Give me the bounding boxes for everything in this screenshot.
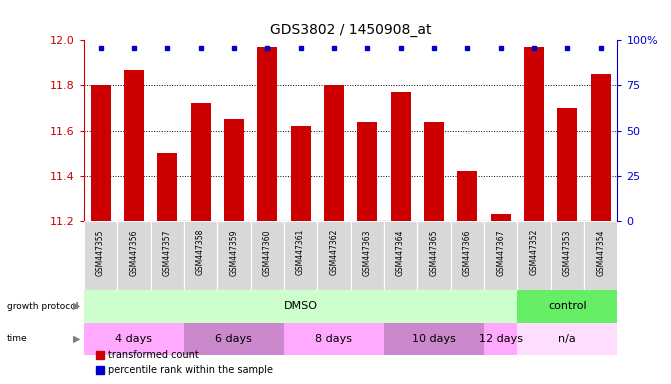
Text: growth protocol: growth protocol xyxy=(7,302,78,311)
Text: 10 days: 10 days xyxy=(412,334,456,344)
Bar xyxy=(517,323,617,355)
Text: GSM447357: GSM447357 xyxy=(163,229,172,276)
Bar xyxy=(291,126,311,221)
Bar xyxy=(517,290,617,323)
Text: DMSO: DMSO xyxy=(284,301,317,311)
Bar xyxy=(357,121,377,221)
Text: GSM447362: GSM447362 xyxy=(329,229,338,275)
Bar xyxy=(424,121,444,221)
Bar xyxy=(324,86,344,221)
Text: GSM447358: GSM447358 xyxy=(196,229,205,275)
Bar xyxy=(191,104,211,221)
Text: ▶: ▶ xyxy=(73,334,81,344)
Bar xyxy=(317,221,351,290)
Bar xyxy=(451,221,484,290)
Bar xyxy=(384,323,484,355)
Text: GSM447364: GSM447364 xyxy=(396,229,405,276)
Legend: transformed count, percentile rank within the sample: transformed count, percentile rank withi… xyxy=(92,346,276,379)
Text: GSM447355: GSM447355 xyxy=(96,229,105,276)
Bar xyxy=(124,70,144,221)
Bar xyxy=(484,221,517,290)
Bar xyxy=(458,171,477,221)
Bar xyxy=(224,119,244,221)
Bar xyxy=(84,221,117,290)
Text: GSM447365: GSM447365 xyxy=(429,229,438,276)
Bar xyxy=(484,323,517,355)
Bar xyxy=(558,108,577,221)
Text: control: control xyxy=(548,301,586,311)
Title: GDS3802 / 1450908_at: GDS3802 / 1450908_at xyxy=(270,23,431,36)
Text: GSM447366: GSM447366 xyxy=(463,229,472,276)
Text: GSM447359: GSM447359 xyxy=(229,229,238,276)
Text: GSM447354: GSM447354 xyxy=(596,229,605,276)
Bar xyxy=(184,221,217,290)
Bar xyxy=(417,221,451,290)
Bar xyxy=(84,290,517,323)
Bar xyxy=(351,221,384,290)
Bar xyxy=(117,221,150,290)
Text: GSM447356: GSM447356 xyxy=(130,229,138,276)
Bar xyxy=(184,323,284,355)
Text: GSM447352: GSM447352 xyxy=(529,229,538,275)
Text: GSM447361: GSM447361 xyxy=(296,229,305,275)
Text: GSM447363: GSM447363 xyxy=(363,229,372,276)
Bar xyxy=(284,221,317,290)
Bar xyxy=(551,221,584,290)
Bar xyxy=(150,221,184,290)
Bar xyxy=(91,86,111,221)
Bar xyxy=(584,221,617,290)
Bar xyxy=(391,92,411,221)
Bar xyxy=(157,153,177,221)
Bar xyxy=(524,47,544,221)
Bar xyxy=(384,221,417,290)
Text: GSM447360: GSM447360 xyxy=(263,229,272,276)
Bar xyxy=(250,221,284,290)
Text: time: time xyxy=(7,334,28,343)
Text: 4 days: 4 days xyxy=(115,334,152,344)
Text: 8 days: 8 days xyxy=(315,334,352,344)
Bar xyxy=(590,74,611,221)
Text: n/a: n/a xyxy=(558,334,576,344)
Text: ▶: ▶ xyxy=(73,301,81,311)
Text: 6 days: 6 days xyxy=(215,334,252,344)
Bar xyxy=(257,47,277,221)
Text: GSM447367: GSM447367 xyxy=(496,229,505,276)
Bar xyxy=(284,323,384,355)
Bar xyxy=(217,221,250,290)
Text: GSM447353: GSM447353 xyxy=(563,229,572,276)
Text: 12 days: 12 days xyxy=(478,334,523,344)
Bar xyxy=(517,221,551,290)
Bar xyxy=(84,323,184,355)
Bar xyxy=(491,214,511,221)
